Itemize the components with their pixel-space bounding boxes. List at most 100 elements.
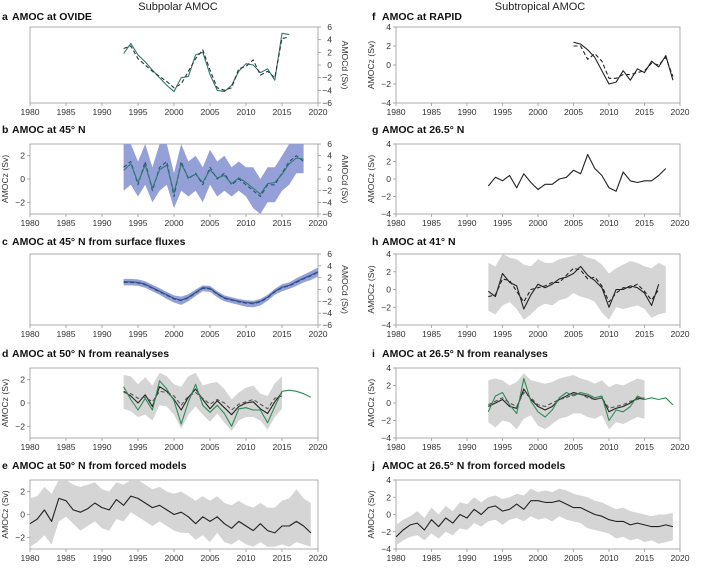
panel-c-ytick-label-5: 4 xyxy=(327,261,332,271)
panel-a-xtick-label-0: 1980 xyxy=(20,107,39,117)
panel-h-band-0 xyxy=(488,254,666,320)
panel-h-xtick-label-0: 1980 xyxy=(386,329,405,339)
panel-d-xtick-label-6: 2010 xyxy=(236,442,255,452)
panel-c-xtick-label-3: 1995 xyxy=(128,329,147,339)
panel-e-ytick-label-2: 2 xyxy=(20,487,25,497)
panel-c: c AMOC at 45° N from surface fluxes 1980 19… xyxy=(2,236,350,339)
panel-h-xtick-label-5: 2005 xyxy=(564,329,583,339)
panel-g-xtick-label-0: 1980 xyxy=(386,218,405,228)
panel-d-ytick-label-1: 0 xyxy=(20,398,25,408)
panel-i-xtick-label-8: 2020 xyxy=(670,442,689,452)
panel-h-ylabel: AMOCz (Sv) xyxy=(366,265,376,313)
panel-b-letter: b xyxy=(2,124,8,136)
panel-g-ytick-label-4: 4 xyxy=(386,139,391,149)
panel-h-xtick-label-6: 2010 xyxy=(599,329,618,339)
panel-j-xtick-label-0: 1980 xyxy=(386,553,405,563)
panel-f-series-1 xyxy=(573,45,674,79)
panel-b-y2tick-label-2: 2 xyxy=(20,151,25,161)
panel-f-ytick-label-2: 0 xyxy=(386,60,391,70)
panel-b-ytick-label-3: 0 xyxy=(327,174,332,184)
panel-a-series-0 xyxy=(123,32,290,93)
panel-a-xtick-label-3: 1995 xyxy=(128,107,147,117)
panel-i-series-2 xyxy=(488,391,645,409)
panel-f-ytick-label-0: −4 xyxy=(381,98,391,108)
panel-a-series-1 xyxy=(123,36,290,91)
panel-h-ytick-label-4: 4 xyxy=(386,249,391,259)
panel-b-y2label: AMOCz (Sv) xyxy=(0,155,10,203)
panel-e-ytick-label-1: 0 xyxy=(20,510,25,520)
panel-b-xtick-label-2: 1990 xyxy=(92,218,111,228)
panel-a-ytick-label-3: 0 xyxy=(327,60,332,70)
panel-h-ytick-label-1: −2 xyxy=(381,302,391,312)
panel-i: i AMOC at 26.5° N from reanalyses 1980 1985… xyxy=(366,348,690,452)
panel-i-band-0 xyxy=(488,373,645,430)
panel-g: g AMOC at 26.5° N 1980 1985 1990 1995 2000 2005… xyxy=(366,124,690,228)
panel-a-ylabel: AMOCd (Sv) xyxy=(340,41,350,90)
panel-j-ytick-label-4: 4 xyxy=(386,475,391,485)
panel-i-ytick-label-0: −4 xyxy=(381,433,391,443)
panel-d-xtick-label-8: 2020 xyxy=(308,442,327,452)
panel-b-xtick-label-4: 2000 xyxy=(164,218,183,228)
panel-g-xtick-label-7: 2015 xyxy=(635,218,654,228)
panel-f-ytick-label-1: −2 xyxy=(381,79,391,89)
panel-b-ytick-label-0: −6 xyxy=(322,209,332,219)
panel-f-xtick-label-1: 1985 xyxy=(422,107,441,117)
panel-j-xtick-label-7: 2015 xyxy=(635,553,654,563)
panel-c-ylabel: AMOCd (Sv) xyxy=(340,265,350,314)
panel-g-xtick-label-8: 2020 xyxy=(670,218,689,228)
panel-e-xtick-label-1: 1985 xyxy=(56,553,75,563)
panel-c-xtick-label-1: 1985 xyxy=(56,329,75,339)
panel-j-series-0 xyxy=(395,500,674,538)
panel-d-xtick-label-3: 1995 xyxy=(128,442,147,452)
panel-h-ytick-label-3: 2 xyxy=(386,267,391,277)
panel-e-xtick-label-8: 2020 xyxy=(308,553,327,563)
panel-j-xtick-label-4: 2000 xyxy=(528,553,547,563)
panel-f-title: AMOC at RAPID xyxy=(382,11,462,23)
panel-h-xtick-label-4: 2000 xyxy=(528,329,547,339)
panel-g-letter: g xyxy=(372,124,378,136)
panel-b-xtick-label-8: 2020 xyxy=(308,218,327,228)
panel-b-ytick-label-5: 4 xyxy=(327,151,332,161)
panel-j-title: AMOC at 26.5° N from forced models xyxy=(382,460,565,472)
panel-a-xtick-label-2: 1990 xyxy=(92,107,111,117)
panel-b-title: AMOC at 45° N xyxy=(12,124,86,136)
panel-j-xtick-label-6: 2010 xyxy=(599,553,618,563)
panel-c-ytick-label-1: −4 xyxy=(322,308,332,318)
panel-f-ytick-label-4: 4 xyxy=(386,22,391,32)
panel-h-xtick-label-8: 2020 xyxy=(670,329,689,339)
panel-b-ytick-label-1: −4 xyxy=(322,197,332,207)
panel-g-title: AMOC at 26.5° N xyxy=(382,124,464,136)
panel-c-xtick-label-6: 2010 xyxy=(236,329,255,339)
panel-g-xtick-label-5: 2005 xyxy=(564,218,583,228)
panel-b-ytick-label-4: 2 xyxy=(327,162,332,172)
panel-b-xtick-label-0: 1980 xyxy=(20,218,39,228)
panel-b-xtick-label-6: 2010 xyxy=(236,218,255,228)
panel-j-ytick-label-3: 2 xyxy=(386,492,391,502)
panel-f-ylabel: AMOCz (Sv) xyxy=(366,41,376,89)
panel-b-xtick-label-3: 1995 xyxy=(128,218,147,228)
panel-c-ytick-label-3: 0 xyxy=(327,285,332,295)
panel-i-xtick-label-3: 1995 xyxy=(493,442,512,452)
panel-f-xtick-label-2: 1990 xyxy=(457,107,476,117)
panel-i-ytick-label-1: −2 xyxy=(381,416,391,426)
panel-a-ytick-label-0: −6 xyxy=(322,98,332,108)
panel-i-letter: i xyxy=(372,348,375,360)
panel-e-xtick-label-7: 2015 xyxy=(272,553,291,563)
panel-e-series-0 xyxy=(29,495,312,534)
panel-j-xtick-label-8: 2020 xyxy=(670,553,689,563)
panel-h-title: AMOC at 41° N xyxy=(382,236,456,248)
panel-e-ylabel: AMOCz (Sv) xyxy=(0,490,10,538)
panel-c-title: AMOC at 45° N from surface fluxes xyxy=(12,236,186,248)
panel-d-series-0 xyxy=(123,386,283,416)
panel-e-xtick-label-4: 2000 xyxy=(164,553,183,563)
panel-j-xtick-label-1: 1985 xyxy=(422,553,441,563)
panel-a-title: AMOC at OVIDE xyxy=(12,11,92,23)
panel-b-y2tick-label-1: 0 xyxy=(20,174,25,184)
panel-h-series-1 xyxy=(488,267,660,303)
panel-a-xtick-label-4: 2000 xyxy=(164,107,183,117)
panel-i-xtick-label-5: 2005 xyxy=(564,442,583,452)
